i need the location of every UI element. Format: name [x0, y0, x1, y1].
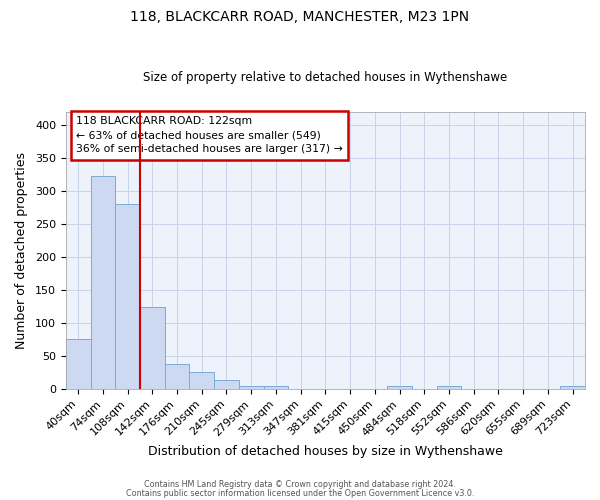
Bar [164, 364, 190, 389]
Y-axis label: Number of detached properties: Number of detached properties [15, 152, 28, 349]
Text: Contains HM Land Registry data © Crown copyright and database right 2024.: Contains HM Land Registry data © Crown c… [144, 480, 456, 489]
X-axis label: Distribution of detached houses by size in Wythenshawe: Distribution of detached houses by size … [148, 444, 503, 458]
Bar [91, 176, 115, 389]
Title: Size of property relative to detached houses in Wythenshawe: Size of property relative to detached ho… [143, 72, 508, 85]
Bar [387, 386, 412, 389]
Bar [263, 386, 289, 389]
Bar [115, 204, 140, 389]
Bar [140, 307, 164, 389]
Bar [560, 386, 585, 389]
Bar [66, 340, 91, 389]
Text: Contains public sector information licensed under the Open Government Licence v3: Contains public sector information licen… [126, 488, 474, 498]
Bar [239, 386, 263, 389]
Text: 118, BLACKCARR ROAD, MANCHESTER, M23 1PN: 118, BLACKCARR ROAD, MANCHESTER, M23 1PN [130, 10, 470, 24]
Bar [437, 386, 461, 389]
Bar [190, 372, 214, 389]
Text: 118 BLACKCARR ROAD: 122sqm
← 63% of detached houses are smaller (549)
36% of sem: 118 BLACKCARR ROAD: 122sqm ← 63% of deta… [76, 116, 343, 154]
Bar [214, 380, 239, 389]
